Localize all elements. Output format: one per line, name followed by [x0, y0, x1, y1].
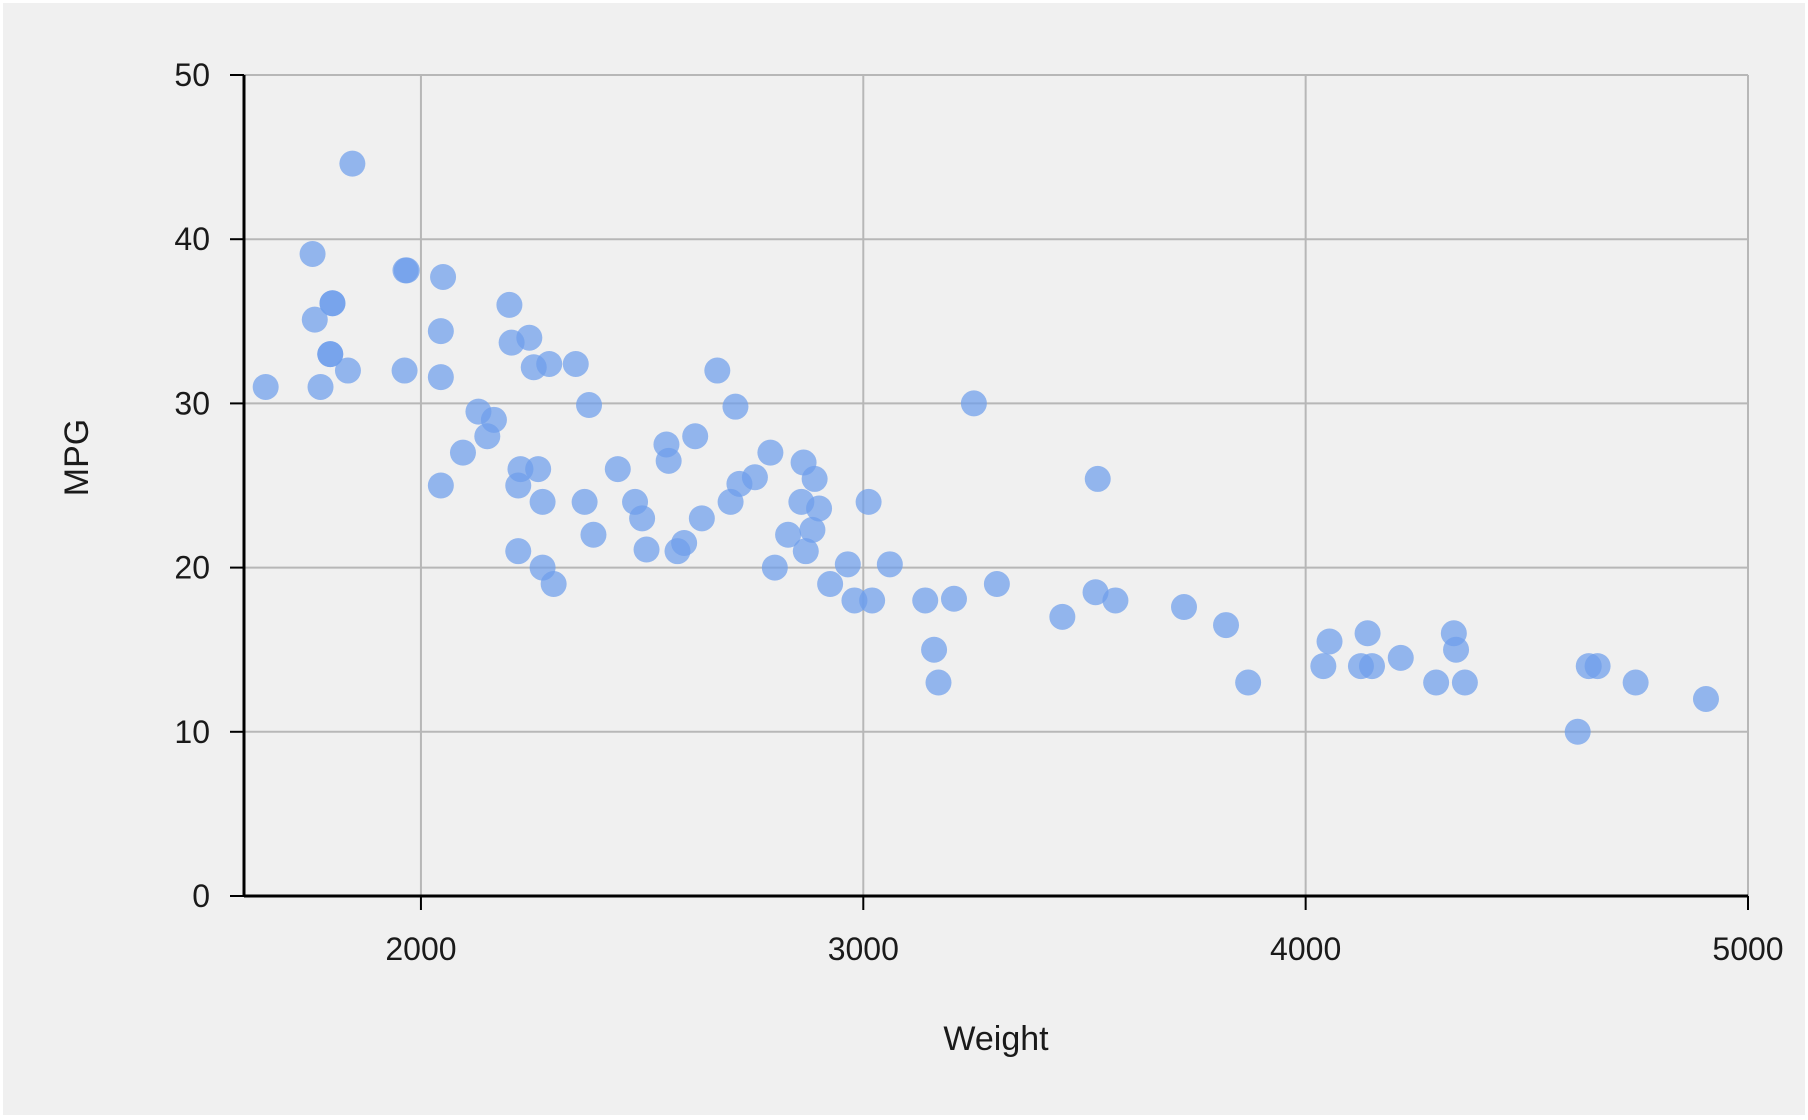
x-tick-label: 5000 [1712, 931, 1783, 967]
data-point [792, 538, 819, 565]
data-point [940, 585, 967, 612]
data-point [449, 439, 476, 466]
data-point [301, 306, 328, 333]
data-point [571, 488, 598, 515]
data-point [1082, 579, 1109, 606]
data-point [834, 551, 861, 578]
data-point [925, 669, 952, 696]
data-point [1584, 653, 1611, 680]
data-point [1692, 685, 1719, 712]
data-point [775, 521, 802, 548]
data-point [682, 423, 709, 450]
data-point [799, 516, 826, 543]
data-point [1359, 653, 1385, 680]
data-point [307, 373, 334, 400]
data-point [393, 257, 420, 284]
data-point [529, 488, 556, 515]
y-tick-label: 50 [174, 57, 210, 93]
data-point [480, 406, 507, 433]
x-tick-label: 3000 [828, 931, 899, 967]
data-point [876, 551, 903, 578]
data-point [912, 587, 939, 614]
data-point [252, 373, 279, 400]
y-tick-label: 20 [174, 550, 210, 586]
data-point [817, 571, 844, 598]
data-point [629, 505, 656, 532]
y-tick-label: 30 [174, 385, 210, 421]
data-point [391, 357, 418, 384]
data-point [317, 341, 344, 368]
data-point [1451, 669, 1478, 696]
x-tick-label: 4000 [1270, 931, 1341, 967]
data-point [633, 536, 660, 563]
data-point [1622, 669, 1649, 696]
data-point [604, 456, 631, 483]
grid-lines [244, 74, 1749, 896]
data-point [806, 495, 833, 522]
data-point [516, 324, 543, 351]
data-point [580, 521, 607, 548]
data-point [334, 357, 361, 384]
data-point [688, 505, 715, 532]
data-point [722, 393, 749, 420]
data-point [761, 554, 788, 581]
data-point [1316, 628, 1343, 655]
data-point [496, 291, 523, 318]
data-point [430, 263, 457, 290]
data-point [525, 456, 552, 483]
data-point [1171, 594, 1197, 621]
tick-labels: 0 10 20 30 40 50 2000 3000 4000 5000 [174, 57, 1783, 967]
data-point [1423, 669, 1450, 696]
y-tick-label: 0 [192, 878, 210, 914]
data-point [1049, 603, 1076, 630]
data-point [1387, 644, 1414, 671]
data-point [536, 350, 563, 377]
data-point [299, 240, 326, 267]
data-point [1354, 620, 1381, 647]
data-point [319, 290, 346, 317]
data-point [921, 636, 948, 663]
data-point [655, 447, 682, 474]
data-point [741, 464, 768, 491]
data-point [1310, 653, 1337, 680]
data-points [252, 150, 1719, 745]
data-point [1564, 718, 1591, 745]
y-tick-label: 40 [174, 221, 210, 257]
y-axis-title: MPG [58, 419, 96, 496]
y-tick-label: 10 [174, 714, 210, 750]
x-tick-label: 2000 [385, 931, 456, 967]
x-axis-title: Weight [943, 1020, 1049, 1058]
data-point [562, 350, 589, 377]
axes [230, 74, 1749, 910]
data-point [505, 538, 532, 565]
data-point [855, 488, 882, 515]
data-point [576, 392, 603, 419]
data-point [1213, 612, 1240, 639]
data-point [1102, 587, 1129, 614]
data-point [540, 571, 567, 598]
data-point [1084, 465, 1111, 492]
data-point [983, 571, 1010, 598]
data-point [757, 439, 784, 466]
chart-background [3, 3, 1805, 1115]
data-point [427, 364, 454, 391]
data-point [960, 390, 987, 417]
data-point [339, 150, 366, 177]
data-point [1443, 636, 1470, 663]
data-point [1235, 669, 1262, 696]
data-point [427, 318, 454, 345]
data-point [801, 465, 828, 492]
data-point [427, 472, 454, 499]
data-point [671, 529, 698, 556]
data-point [859, 587, 886, 614]
data-point [704, 357, 731, 384]
